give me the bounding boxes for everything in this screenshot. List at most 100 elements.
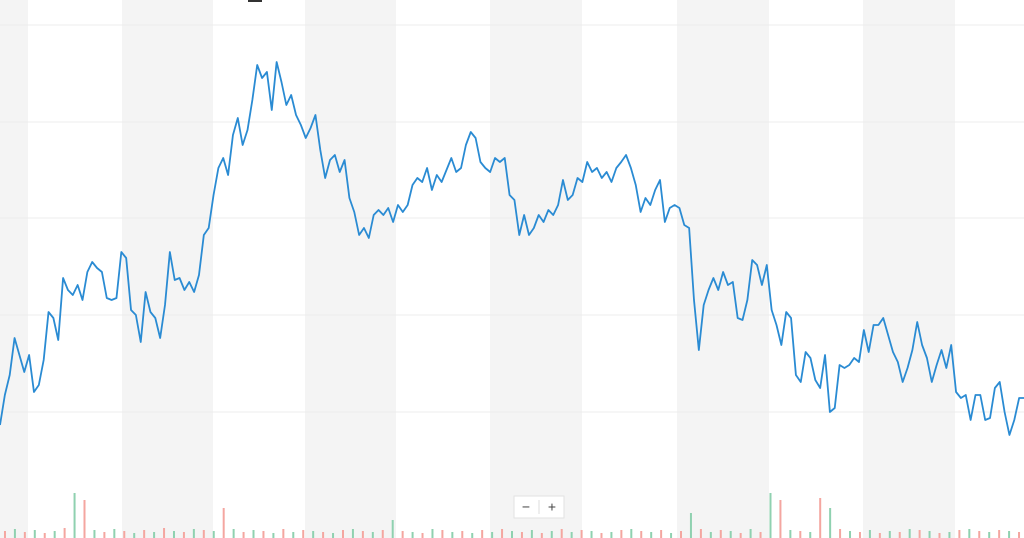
volume-bar bbox=[202, 530, 205, 538]
volume-bar bbox=[431, 529, 434, 538]
volume-bar bbox=[600, 533, 603, 538]
volume-bar bbox=[709, 532, 712, 538]
period-bands bbox=[0, 0, 955, 538]
volume-bar bbox=[769, 493, 772, 538]
volume-bar bbox=[133, 533, 136, 538]
volume-bar bbox=[33, 530, 36, 538]
volume-bar bbox=[371, 532, 374, 538]
volume-bar bbox=[849, 531, 852, 538]
top-marker bbox=[248, 0, 262, 2]
volume-bars bbox=[3, 493, 1021, 538]
volume-bar bbox=[461, 531, 464, 538]
volume-bar bbox=[580, 530, 583, 538]
volume-bar bbox=[153, 532, 156, 538]
volume-bar bbox=[630, 529, 633, 538]
volume-bar bbox=[182, 532, 185, 538]
volume-bar bbox=[172, 531, 175, 538]
band bbox=[677, 0, 769, 538]
volume-bar bbox=[918, 530, 921, 538]
volume-bar bbox=[63, 528, 66, 538]
volume-bar bbox=[938, 533, 941, 538]
volume-bar bbox=[878, 533, 881, 538]
volume-bar bbox=[232, 529, 235, 538]
volume-bar bbox=[858, 532, 861, 538]
volume-bar bbox=[322, 532, 325, 538]
volume-bar bbox=[590, 531, 593, 538]
band bbox=[0, 0, 28, 538]
volume-bar bbox=[978, 531, 981, 538]
volume-bar bbox=[958, 530, 961, 538]
volume-bar bbox=[1018, 532, 1021, 538]
volume-bar bbox=[351, 529, 354, 538]
volume-bar bbox=[312, 531, 315, 538]
volume-bar bbox=[779, 500, 782, 538]
volume-bar bbox=[660, 530, 663, 538]
volume-bar bbox=[501, 529, 504, 538]
volume-bar bbox=[421, 533, 424, 538]
zoom-out[interactable]: − bbox=[522, 499, 530, 515]
volume-bar bbox=[749, 529, 752, 538]
band bbox=[305, 0, 396, 538]
volume-bar bbox=[689, 513, 692, 538]
band bbox=[863, 0, 955, 538]
volume-bar bbox=[123, 531, 126, 538]
volume-bar bbox=[113, 529, 116, 538]
volume-bar bbox=[471, 533, 474, 538]
volume-bar bbox=[13, 529, 16, 538]
volume-bar bbox=[819, 498, 822, 538]
volume-bar bbox=[839, 529, 842, 538]
volume-bar bbox=[888, 531, 891, 538]
volume-bar bbox=[809, 532, 812, 538]
volume-bar bbox=[391, 520, 394, 538]
band bbox=[490, 0, 582, 538]
volume-bar bbox=[491, 532, 494, 538]
volume-bar bbox=[401, 531, 404, 538]
volume-bar bbox=[988, 532, 991, 538]
volume-bar bbox=[789, 530, 792, 538]
volume-bar bbox=[83, 500, 86, 538]
volume-bar bbox=[222, 508, 225, 538]
volume-bar bbox=[799, 531, 802, 538]
volume-bar bbox=[23, 532, 26, 538]
volume-bar bbox=[381, 530, 384, 538]
volume-bar bbox=[341, 530, 344, 538]
volume-bar bbox=[43, 533, 46, 538]
volume-bar bbox=[163, 528, 166, 538]
volume-bar bbox=[670, 533, 673, 538]
volume-bar bbox=[242, 532, 245, 538]
volume-bar bbox=[272, 533, 275, 538]
volume-bar bbox=[570, 532, 573, 538]
volume-bar bbox=[282, 529, 285, 538]
volume-bar bbox=[719, 530, 722, 538]
grid bbox=[0, 24, 1024, 413]
volume-bar bbox=[511, 531, 513, 538]
volume-bar bbox=[520, 532, 523, 538]
volume-bar bbox=[898, 532, 901, 538]
volume-bar bbox=[550, 531, 553, 538]
volume-bar bbox=[361, 531, 364, 538]
volume-bar bbox=[540, 533, 543, 538]
volume-bar bbox=[928, 531, 931, 538]
volume-bar bbox=[302, 530, 305, 538]
volume-bar bbox=[262, 531, 265, 538]
volume-bar bbox=[192, 529, 195, 538]
volume-bar bbox=[610, 532, 613, 538]
volume-bar bbox=[103, 532, 106, 538]
volume-bar bbox=[212, 531, 215, 538]
volume-bar bbox=[93, 530, 96, 538]
price-line bbox=[0, 61, 1024, 436]
volume-bar bbox=[560, 529, 563, 538]
volume-bar bbox=[292, 532, 295, 538]
volume-bar bbox=[411, 532, 414, 538]
volume-bar bbox=[998, 530, 1001, 538]
plot bbox=[0, 61, 1024, 436]
volume-bar bbox=[530, 530, 533, 538]
volume-bar bbox=[451, 532, 454, 538]
volume-bar bbox=[868, 530, 871, 538]
zoom-in[interactable]: + bbox=[548, 499, 556, 515]
volume-bar bbox=[73, 493, 76, 538]
volume-bar bbox=[1008, 531, 1011, 538]
volume-bar bbox=[650, 532, 653, 538]
